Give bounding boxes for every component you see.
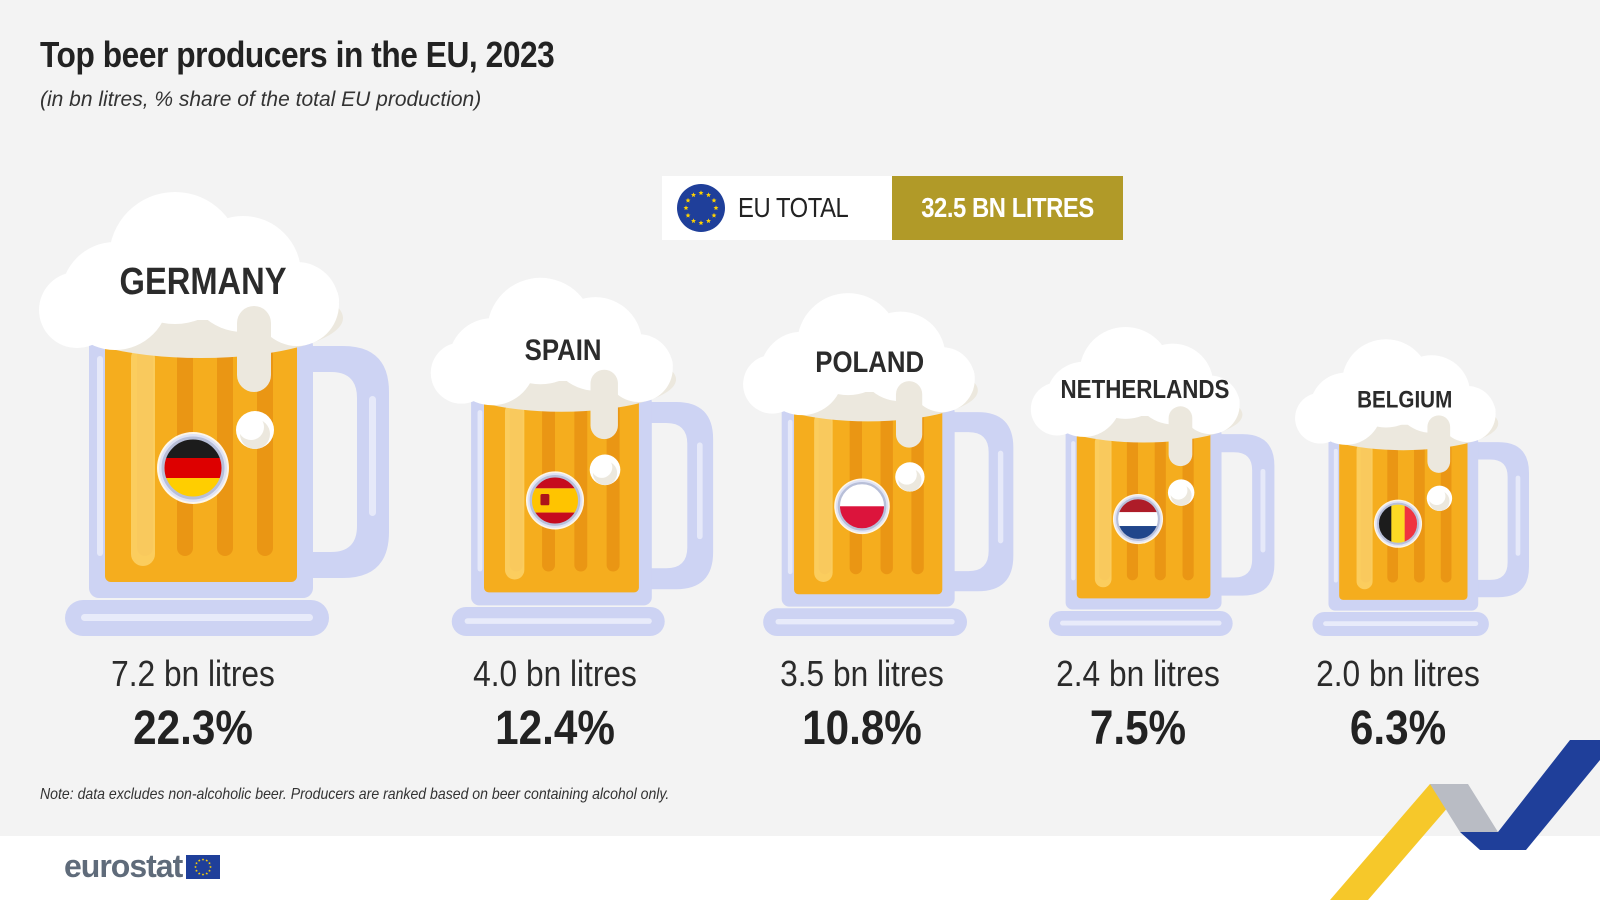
footer-band	[0, 836, 1600, 900]
country-label: BELGIUM	[1357, 386, 1452, 413]
mug-netherlands: NETHERLANDS	[1030, 326, 1275, 636]
share-label: 6.3%	[1350, 700, 1446, 754]
share-label: 7.5%	[1090, 700, 1186, 754]
flag-de-icon	[157, 432, 229, 504]
mug-germany: GERMANY	[39, 192, 389, 636]
mug-poland: POLAND	[743, 293, 1014, 636]
value-label: 4.0 bn litres	[473, 654, 637, 694]
eu-total-value-text: 32.5 BN LITRES	[921, 192, 1094, 223]
logo-wordmark: eurostat	[64, 848, 183, 884]
share-label: 10.8%	[802, 700, 922, 754]
mug-handle	[1200, 434, 1275, 596]
eu-flag-icon	[677, 184, 725, 232]
share-label: 22.3%	[133, 700, 253, 754]
mug-foam	[1030, 326, 1243, 506]
page-title: Top beer producers in the EU, 2023	[40, 34, 555, 75]
mug-handle	[931, 412, 1014, 592]
mug-foam	[743, 293, 978, 492]
country-label: SPAIN	[525, 333, 602, 366]
eu-total-label: EU TOTAL	[738, 192, 849, 223]
decorative-ribbon	[1330, 740, 1600, 900]
value-label: 2.4 bn litres	[1056, 654, 1220, 694]
value-label: 3.5 bn litres	[780, 654, 944, 694]
page-subtitle: (in bn litres, % share of the total EU p…	[40, 88, 482, 111]
value-label: 7.2 bn litres	[111, 654, 275, 694]
eurostat-logo: eurostat	[64, 848, 221, 885]
country-label: NETHERLANDS	[1061, 375, 1230, 404]
flag-nl-icon	[1112, 494, 1164, 545]
eu-total-badge: EU TOTAL 32.5 BN LITRES	[662, 176, 1123, 240]
share-label: 12.4%	[495, 700, 615, 754]
mug-handle	[1458, 442, 1530, 598]
mug-foam	[430, 277, 677, 486]
footnote: Note: data excludes non-alcoholic beer. …	[40, 786, 670, 803]
mug-foam	[39, 192, 343, 449]
mug-spain: SPAIN	[430, 277, 714, 636]
country-label: GERMANY	[120, 260, 287, 303]
eu-total-label-box: EU TOTAL	[662, 176, 892, 240]
value-label: 2.0 bn litres	[1316, 654, 1480, 694]
mug-belgium: BELGIUM	[1295, 339, 1530, 636]
flag-pl-icon	[834, 478, 890, 535]
mug-handle	[627, 402, 714, 590]
logo-eu-flag-icon	[186, 854, 221, 879]
flag-es-icon	[525, 471, 585, 530]
mug-foam	[1295, 339, 1499, 512]
mug-handle	[283, 346, 389, 578]
flag-be-icon	[1373, 499, 1423, 548]
eu-total-value: 32.5 BN LITRES	[891, 176, 1123, 240]
country-label: POLAND	[815, 345, 924, 378]
